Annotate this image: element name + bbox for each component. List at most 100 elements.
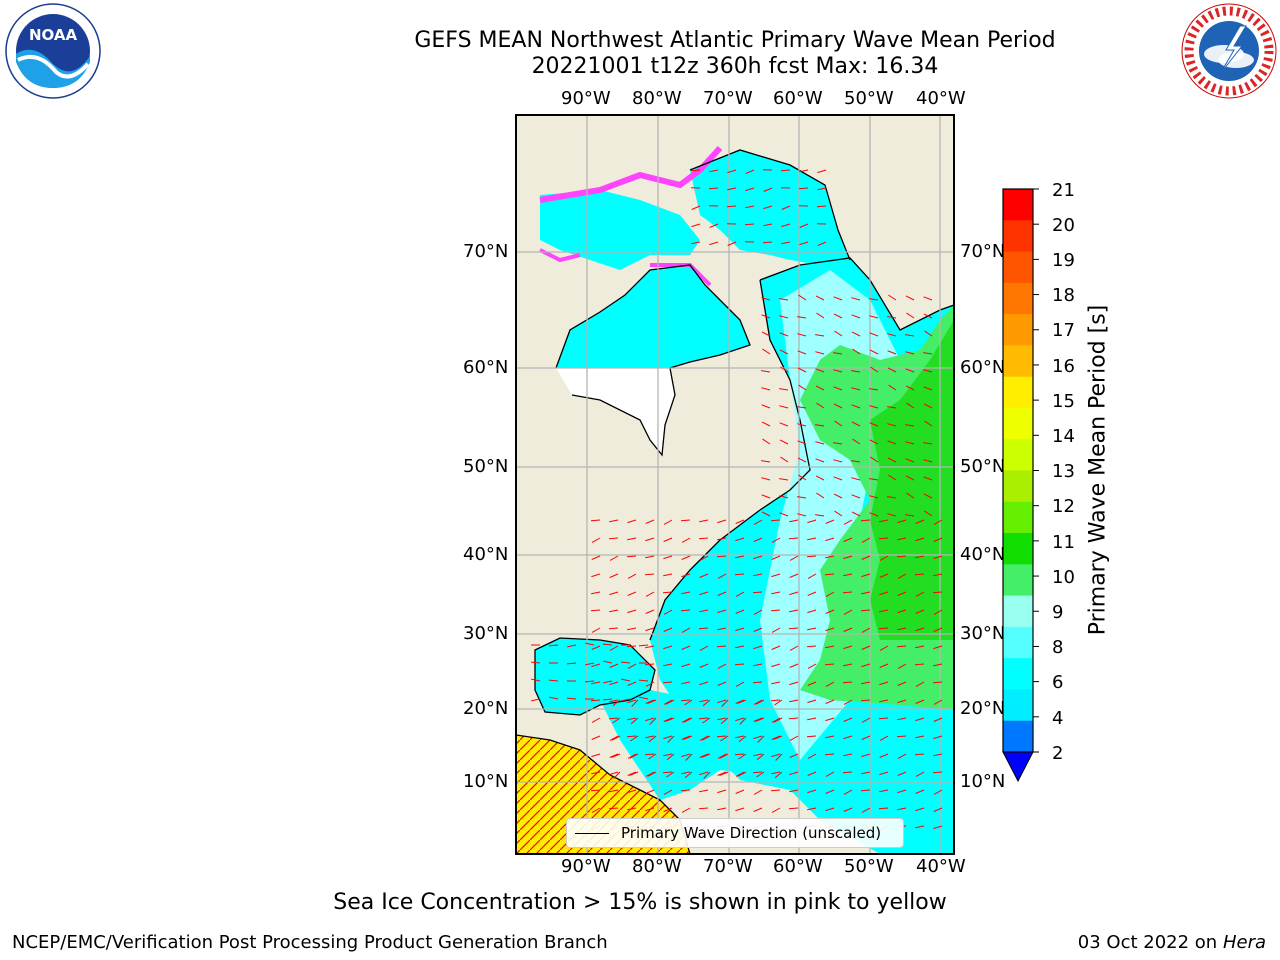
wave-arrow [770, 519, 781, 522]
wave-arrow [663, 717, 673, 722]
wave-arrow [738, 753, 747, 760]
wave-arrow [789, 555, 799, 561]
wave-arrow [779, 349, 789, 355]
colorbar-tick-label: 20 [1052, 215, 1075, 236]
wave-arrow [663, 609, 673, 615]
wave-arrow [627, 699, 637, 704]
wave-arrow [879, 735, 889, 741]
wave-arrow [779, 495, 789, 499]
colorbar-title: Primary Wave Mean Period [s] [1085, 304, 1111, 636]
colorbar-tick-label: 18 [1052, 285, 1075, 306]
wave-arrow [591, 735, 601, 740]
wave-arrow [699, 555, 709, 561]
wave-arrow [761, 511, 771, 517]
wave-arrow [933, 735, 943, 740]
wave-arrow [773, 735, 783, 740]
wave-arrow [825, 519, 835, 524]
wave-arrow [879, 519, 889, 523]
lat-tick-left: 40°N [463, 544, 509, 565]
wave-arrow [639, 696, 649, 700]
wave-arrow [753, 663, 763, 667]
wave-arrow [923, 386, 933, 391]
wave-arrow [833, 476, 843, 481]
lon-tick-top: 80°W [632, 88, 682, 109]
wave-arrow [789, 591, 799, 596]
wave-arrow [699, 735, 709, 741]
wave-arrow [735, 537, 745, 542]
wave-arrow [897, 519, 907, 524]
wave-arrow [807, 519, 817, 524]
wave-arrow [879, 591, 889, 596]
wave-arrow [611, 735, 621, 741]
wave-arrow [727, 241, 737, 246]
lat-tick-left: 20°N [463, 698, 509, 719]
colorbar-tick-label: 14 [1052, 426, 1075, 447]
wave-arrow [834, 330, 843, 337]
wave-arrow [816, 492, 825, 499]
footer-machine: Hera [1222, 932, 1266, 953]
wave-arrow [788, 627, 799, 630]
wave-arrow [905, 475, 915, 481]
wave-arrow [915, 537, 925, 542]
wave-arrow [698, 537, 709, 540]
wave-arrow [699, 609, 709, 613]
wave-arrow [861, 753, 871, 758]
wave-arrow [630, 717, 639, 725]
wave-arrow [869, 388, 879, 391]
wave-arrow [591, 627, 601, 633]
wave-arrow [762, 438, 771, 445]
wave-arrow [734, 753, 745, 756]
colorbar-tick-label: 12 [1052, 496, 1075, 517]
wave-arrow [788, 807, 799, 810]
wave-arrow [717, 681, 727, 686]
wave-arrow [548, 679, 559, 682]
wave-arrow [896, 645, 907, 648]
wave-arrow [825, 771, 835, 777]
wave-arrow [761, 314, 771, 319]
wave-arrow [645, 591, 655, 597]
colorbar-tick-label: 10 [1052, 567, 1075, 588]
wave-arrow [888, 294, 897, 301]
colorbar-tick-label: 13 [1052, 461, 1075, 482]
wave-arrow [807, 753, 817, 759]
wave-arrow [932, 591, 943, 594]
wave-arrow [761, 370, 771, 373]
wave-arrow [905, 424, 915, 427]
lat-tick-left: 60°N [463, 357, 509, 378]
wave-arrow [833, 369, 843, 373]
wave-arrow [611, 753, 621, 758]
wave-arrow [631, 699, 639, 707]
wave-arrow [816, 402, 825, 409]
wave-arrow [608, 627, 619, 630]
wave-arrow [807, 789, 817, 794]
wave-arrow [771, 735, 781, 740]
wave-arrow [807, 717, 817, 721]
wave-arrow [887, 367, 897, 373]
wave-arrow [833, 442, 843, 445]
wave-arrow [933, 753, 943, 757]
wave-arrow [833, 493, 843, 499]
wave-arrow [905, 514, 915, 517]
wave-arrow [861, 627, 871, 633]
wave-arrow [825, 627, 835, 632]
wave-arrow [824, 573, 835, 576]
wave-arrow [861, 555, 871, 560]
wave-arrow [933, 807, 943, 812]
wave-arrow [663, 555, 673, 560]
wave-arrow [797, 367, 807, 373]
wave-arrow [869, 332, 879, 337]
wave-arrow [798, 384, 807, 391]
wave-arrow [681, 663, 691, 668]
wave-arrow [843, 699, 853, 705]
wave-arrow [627, 789, 637, 794]
wave-arrow [681, 591, 691, 595]
wave-arrow [905, 385, 915, 391]
wave-arrow [699, 519, 709, 523]
wave-arrow [851, 511, 861, 517]
wave-arrow [735, 789, 745, 794]
wave-arrow [590, 789, 601, 792]
wave-arrow [591, 681, 601, 685]
wave-arrow [609, 771, 619, 776]
lon-tick-bottom: 90°W [561, 856, 611, 877]
wave-arrow [645, 519, 655, 524]
